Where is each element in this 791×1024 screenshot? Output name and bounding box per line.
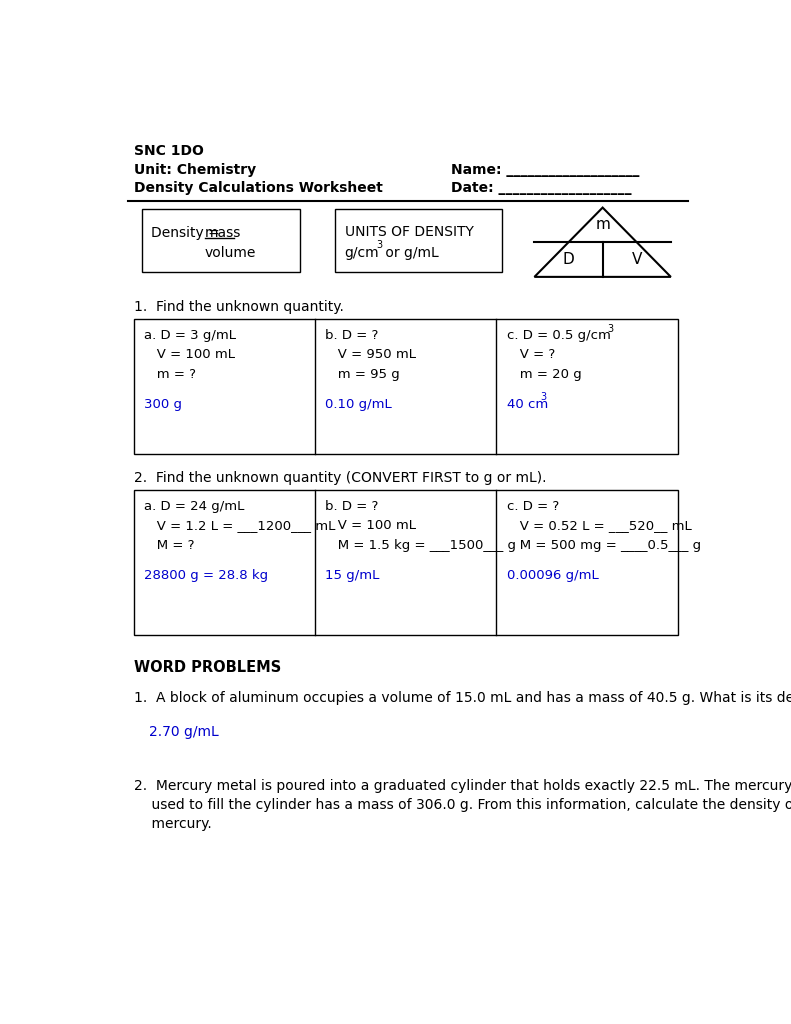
Text: V = 0.52 L = ___520__ mL: V = 0.52 L = ___520__ mL xyxy=(506,519,691,532)
Text: m = ?: m = ? xyxy=(144,368,196,381)
Text: 2.  Find the unknown quantity (CONVERT FIRST to g or mL).: 2. Find the unknown quantity (CONVERT FI… xyxy=(134,471,547,485)
Bar xyxy=(134,490,678,635)
Text: 2.  Mercury metal is poured into a graduated cylinder that holds exactly 22.5 mL: 2. Mercury metal is poured into a gradua… xyxy=(134,779,791,793)
Text: 300 g: 300 g xyxy=(144,397,182,411)
Text: a. D = 24 g/mL: a. D = 24 g/mL xyxy=(144,500,244,513)
Text: D: D xyxy=(562,252,574,267)
Text: M = 1.5 kg = ___1500___ g: M = 1.5 kg = ___1500___ g xyxy=(325,539,517,552)
Text: V = ?: V = ? xyxy=(506,348,554,361)
Text: Date: ___________________: Date: ___________________ xyxy=(452,181,632,196)
Text: a. D = 3 g/mL: a. D = 3 g/mL xyxy=(144,330,236,342)
Text: g/cm: g/cm xyxy=(345,246,379,260)
Text: WORD PROBLEMS: WORD PROBLEMS xyxy=(134,660,281,676)
Text: 28800 g = 28.8 kg: 28800 g = 28.8 kg xyxy=(144,568,268,582)
Text: m: m xyxy=(595,217,610,232)
Text: volume: volume xyxy=(205,246,256,260)
Text: 1.  A block of aluminum occupies a volume of 15.0 mL and has a mass of 40.5 g. W: 1. A block of aluminum occupies a volume… xyxy=(134,691,791,706)
Text: Name: ___________________: Name: ___________________ xyxy=(452,163,640,177)
Text: mass: mass xyxy=(205,226,241,240)
Text: Density Calculations Worksheet: Density Calculations Worksheet xyxy=(134,181,383,196)
Text: c. D = ?: c. D = ? xyxy=(506,500,558,513)
Text: 3: 3 xyxy=(540,392,547,402)
Text: SNC 1DO: SNC 1DO xyxy=(134,144,203,159)
Bar xyxy=(335,209,501,272)
Text: m = 20 g: m = 20 g xyxy=(506,368,581,381)
Text: or g/mL: or g/mL xyxy=(381,246,439,260)
Text: b. D = ?: b. D = ? xyxy=(325,500,379,513)
Text: Unit: Chemistry: Unit: Chemistry xyxy=(134,163,255,177)
Text: mercury.: mercury. xyxy=(134,817,211,831)
Text: V: V xyxy=(631,252,642,267)
Text: 15 g/mL: 15 g/mL xyxy=(325,568,380,582)
Text: M = 500 mg = ____0.5___ g: M = 500 mg = ____0.5___ g xyxy=(506,539,701,552)
Text: V = 950 mL: V = 950 mL xyxy=(325,348,416,361)
Text: 0.10 g/mL: 0.10 g/mL xyxy=(325,397,392,411)
Text: UNITS OF DENSITY: UNITS OF DENSITY xyxy=(345,224,474,239)
Text: b. D = ?: b. D = ? xyxy=(325,330,379,342)
Text: M = ?: M = ? xyxy=(144,539,195,552)
Text: 3: 3 xyxy=(377,240,383,250)
Text: 2.70 g/mL: 2.70 g/mL xyxy=(149,725,219,739)
Bar xyxy=(142,209,301,272)
Text: 3: 3 xyxy=(607,324,613,334)
Text: V = 100 mL: V = 100 mL xyxy=(144,348,235,361)
Text: used to fill the cylinder has a mass of 306.0 g. From this information, calculat: used to fill the cylinder has a mass of … xyxy=(134,798,791,812)
Text: c. D = 0.5 g/cm: c. D = 0.5 g/cm xyxy=(506,330,611,342)
Bar xyxy=(134,319,678,454)
Text: 0.00096 g/mL: 0.00096 g/mL xyxy=(506,568,598,582)
Text: V = 1.2 L = ___1200___ mL: V = 1.2 L = ___1200___ mL xyxy=(144,519,335,532)
Text: Density =: Density = xyxy=(151,226,224,240)
Text: 40 cm: 40 cm xyxy=(506,397,548,411)
Text: 1.  Find the unknown quantity.: 1. Find the unknown quantity. xyxy=(134,300,343,314)
Text: V = 100 mL: V = 100 mL xyxy=(325,519,416,532)
Text: m = 95 g: m = 95 g xyxy=(325,368,400,381)
